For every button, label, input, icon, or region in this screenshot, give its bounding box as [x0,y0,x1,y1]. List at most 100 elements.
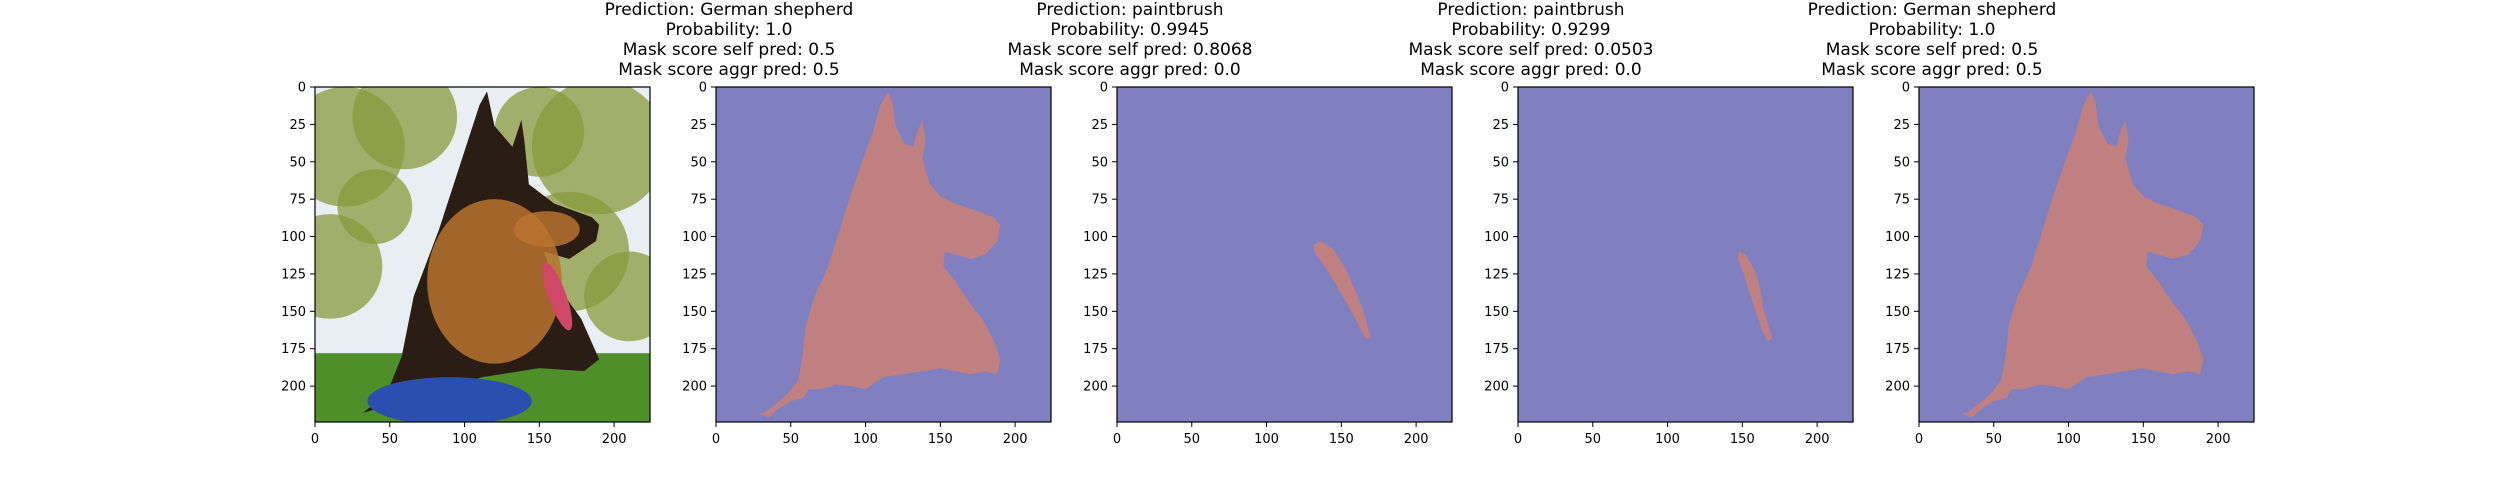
panel-3-title-line-3: Mask score self pred: 0.8068 [1007,40,1253,60]
x-tick-label: 200 [1003,432,1028,447]
y-tick-label: 200 [1885,380,1910,395]
x-tick-label: 50 [1585,432,1602,447]
panel-5-title-line-1: Prediction: German shepherd [1807,0,2057,20]
panel-2: 0 50 100 150 200 0 25 50 75 100 125 150 175 200 [682,81,1052,447]
x-tick-label: 150 [2131,432,2156,447]
panel-2-title-line-3: Mask score self pred: 0.5 [622,40,836,60]
panel-2-image [716,87,1051,422]
y-tick-label: 50 [690,155,707,170]
mask-background [1518,87,1853,422]
x-tick-label: 50 [382,432,399,447]
x-tick-label: 100 [2056,432,2081,447]
photo-ball [367,377,532,422]
x-tick-label: 50 [783,432,800,447]
y-tick-label: 150 [1885,305,1910,320]
panel-5-title-line-3: Mask score self pred: 0.5 [1825,40,2039,60]
panel-1-image [315,87,650,422]
panel-2-title-line-4: Mask score aggr pred: 0.5 [618,60,840,80]
axes-frame [715,86,1052,423]
y-tick-label: 200 [1083,380,1108,395]
y-tick-label: 100 [1885,230,1910,245]
x-tick-label: 0 [1915,432,1923,447]
x-tick-label: 100 [853,432,878,447]
y-tick-label: 150 [682,305,707,320]
y-tick-label: 125 [682,267,707,282]
panel-3-title: Prediction: paintbrush Probability: 0.99… [950,0,1310,80]
x-tick-label: 200 [1805,432,1830,447]
axes-frame [314,86,651,423]
x-tick-label: 0 [311,432,319,447]
panel-5-title-line-4: Mask score aggr pred: 0.5 [1821,60,2043,80]
y-tick-label: 150 [1484,305,1509,320]
photo-foliage [352,87,458,170]
y-tick-label: 0 [1501,81,1509,96]
y-tick-label: 75 [1492,193,1509,208]
x-tick-label: 0 [712,432,720,447]
y-tick-label: 75 [690,193,707,208]
axes-frame [1918,86,2255,423]
x-tick-label: 50 [1184,432,1201,447]
x-tick-label: 100 [452,432,477,447]
mask-region [757,91,1001,418]
mask-region [1737,251,1773,342]
x-tick-label: 150 [928,432,953,447]
y-tick-label: 50 [1091,155,1108,170]
y-tick-label: 25 [1091,118,1108,133]
axes-frame [1517,86,1854,423]
panel-3-title-line-4: Mask score aggr pred: 0.0 [1019,60,1241,80]
photo-foliage [584,251,650,342]
y-tick-label: 175 [281,342,306,357]
x-tick-label: 150 [527,432,552,447]
y-tick-label: 100 [682,230,707,245]
y-tick-label: 0 [1902,81,1910,96]
axes-frame [1116,86,1453,423]
panel-5-image [1919,87,2254,422]
y-tick-label: 100 [1484,230,1509,245]
panel-3-image [1117,87,1452,422]
y-tick-label: 175 [682,342,707,357]
x-tick-label: 200 [1404,432,1429,447]
y-tick-label: 150 [1083,305,1108,320]
panel-3-title-line-1: Prediction: paintbrush [1036,0,1224,20]
y-tick-label: 175 [1484,342,1509,357]
y-tick-label: 200 [682,380,707,395]
panel-5: 0 50 100 150 200 0 25 50 75 100 125 150 175 200 [1885,81,2255,447]
photo-dog-muzzle [513,211,580,248]
panel-4-title-line-4: Mask score aggr pred: 0.0 [1420,60,1642,80]
y-tick-label: 50 [289,155,306,170]
panel-4-title: Prediction: paintbrush Probability: 0.92… [1351,0,1711,80]
panel-4-title-line-1: Prediction: paintbrush [1437,0,1625,20]
x-tick-label: 150 [1329,432,1354,447]
y-tick-label: 125 [1885,267,1910,282]
panel-4-title-line-2: Probability: 0.9299 [1451,20,1611,40]
y-tick-label: 0 [699,81,707,96]
y-tick-label: 75 [1893,193,1910,208]
x-tick-label: 100 [1254,432,1279,447]
y-tick-label: 50 [1492,155,1509,170]
panel-4-title-line-3: Mask score self pred: 0.0503 [1408,40,1654,60]
photo-foliage [337,169,413,245]
y-tick-label: 0 [1100,81,1108,96]
panel-2-title: Prediction: German shepherd Probability:… [549,0,909,80]
y-tick-label: 175 [1083,342,1108,357]
y-tick-label: 200 [1484,380,1509,395]
y-tick-label: 125 [281,267,306,282]
y-tick-label: 200 [281,380,306,395]
y-tick-label: 125 [1484,267,1509,282]
x-tick-label: 0 [1113,432,1121,447]
x-tick-label: 50 [1986,432,2003,447]
panel-2-title-line-2: Probability: 1.0 [665,20,793,40]
panel-3-title-line-2: Probability: 0.9945 [1050,20,1210,40]
panel-3: 0 50 100 150 200 0 25 50 75 100 125 150 175 200 [1083,81,1453,447]
x-tick-label: 100 [1655,432,1680,447]
y-tick-label: 150 [281,305,306,320]
panel-4-image [1518,87,1853,422]
y-tick-label: 25 [1893,118,1910,133]
y-tick-label: 75 [289,193,306,208]
panel-2-title-line-1: Prediction: German shepherd [604,0,854,20]
y-tick-label: 100 [1083,230,1108,245]
photo-dog-tongue [542,262,573,331]
x-tick-label: 200 [602,432,627,447]
